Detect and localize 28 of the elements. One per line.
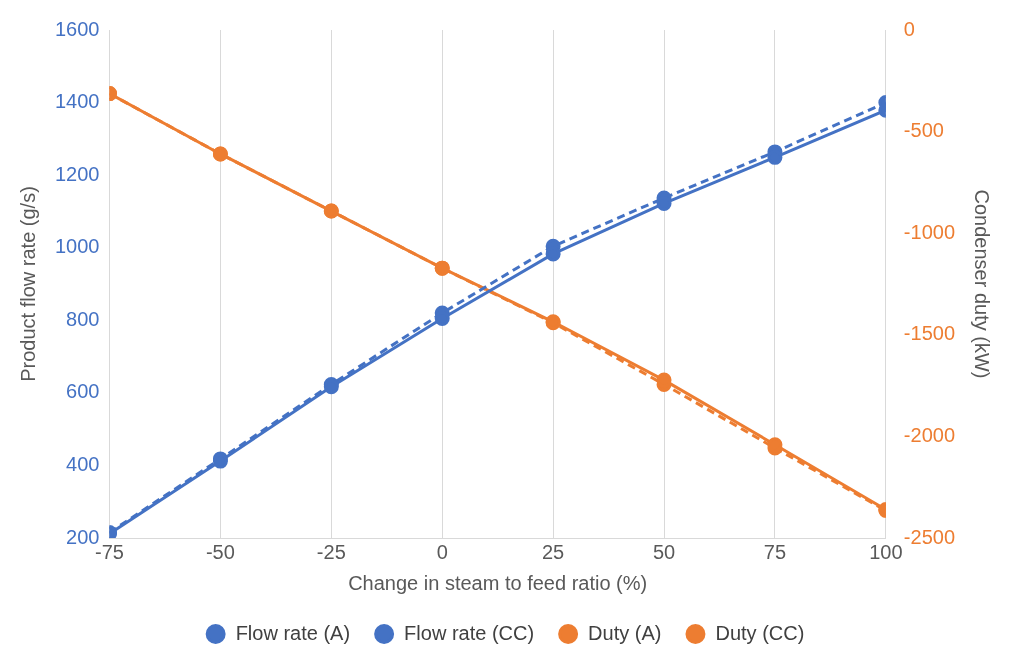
y2-tick-label: -2500 bbox=[903, 525, 955, 548]
y-tick-label: 1400 bbox=[54, 90, 100, 113]
legend-label: Flow rate (CC) bbox=[404, 621, 535, 644]
y-tick-label: 400 bbox=[66, 452, 100, 475]
x-tick-label: 25 bbox=[542, 540, 565, 563]
legend-label: Duty (A) bbox=[588, 621, 662, 644]
y-axis-title: Product flow rate (g/s) bbox=[16, 186, 39, 382]
x-tick-label: 100 bbox=[869, 540, 903, 563]
y2-tick-label: -1000 bbox=[903, 220, 955, 243]
legend-label: Duty (CC) bbox=[715, 621, 805, 644]
y-tick-label: 800 bbox=[66, 307, 100, 330]
legend-label: Flow rate (A) bbox=[235, 621, 351, 644]
y2-tick-label: -1500 bbox=[903, 322, 955, 345]
y2-tick-label: -500 bbox=[903, 119, 944, 142]
y-tick-label: 1000 bbox=[54, 235, 100, 258]
x-tick-label: -50 bbox=[205, 540, 235, 563]
x-tick-label: -25 bbox=[316, 540, 346, 563]
y2-tick-label: 0 bbox=[903, 17, 915, 40]
y-tick-label: 200 bbox=[66, 525, 100, 548]
x-tick-label: 75 bbox=[763, 540, 787, 563]
x-axis-title: Change in steam to feed ratio (%) bbox=[348, 571, 648, 594]
y2-tick-label: -2000 bbox=[903, 423, 955, 446]
y-tick-label: 600 bbox=[66, 380, 100, 403]
y2-axis-title: Condenser duty (kW) bbox=[971, 189, 994, 379]
x-tick-label: 50 bbox=[652, 540, 676, 563]
y-tick-label: 1200 bbox=[54, 162, 100, 185]
y-tick-label: 1600 bbox=[54, 17, 100, 40]
x-tick-label: 0 bbox=[436, 540, 448, 563]
